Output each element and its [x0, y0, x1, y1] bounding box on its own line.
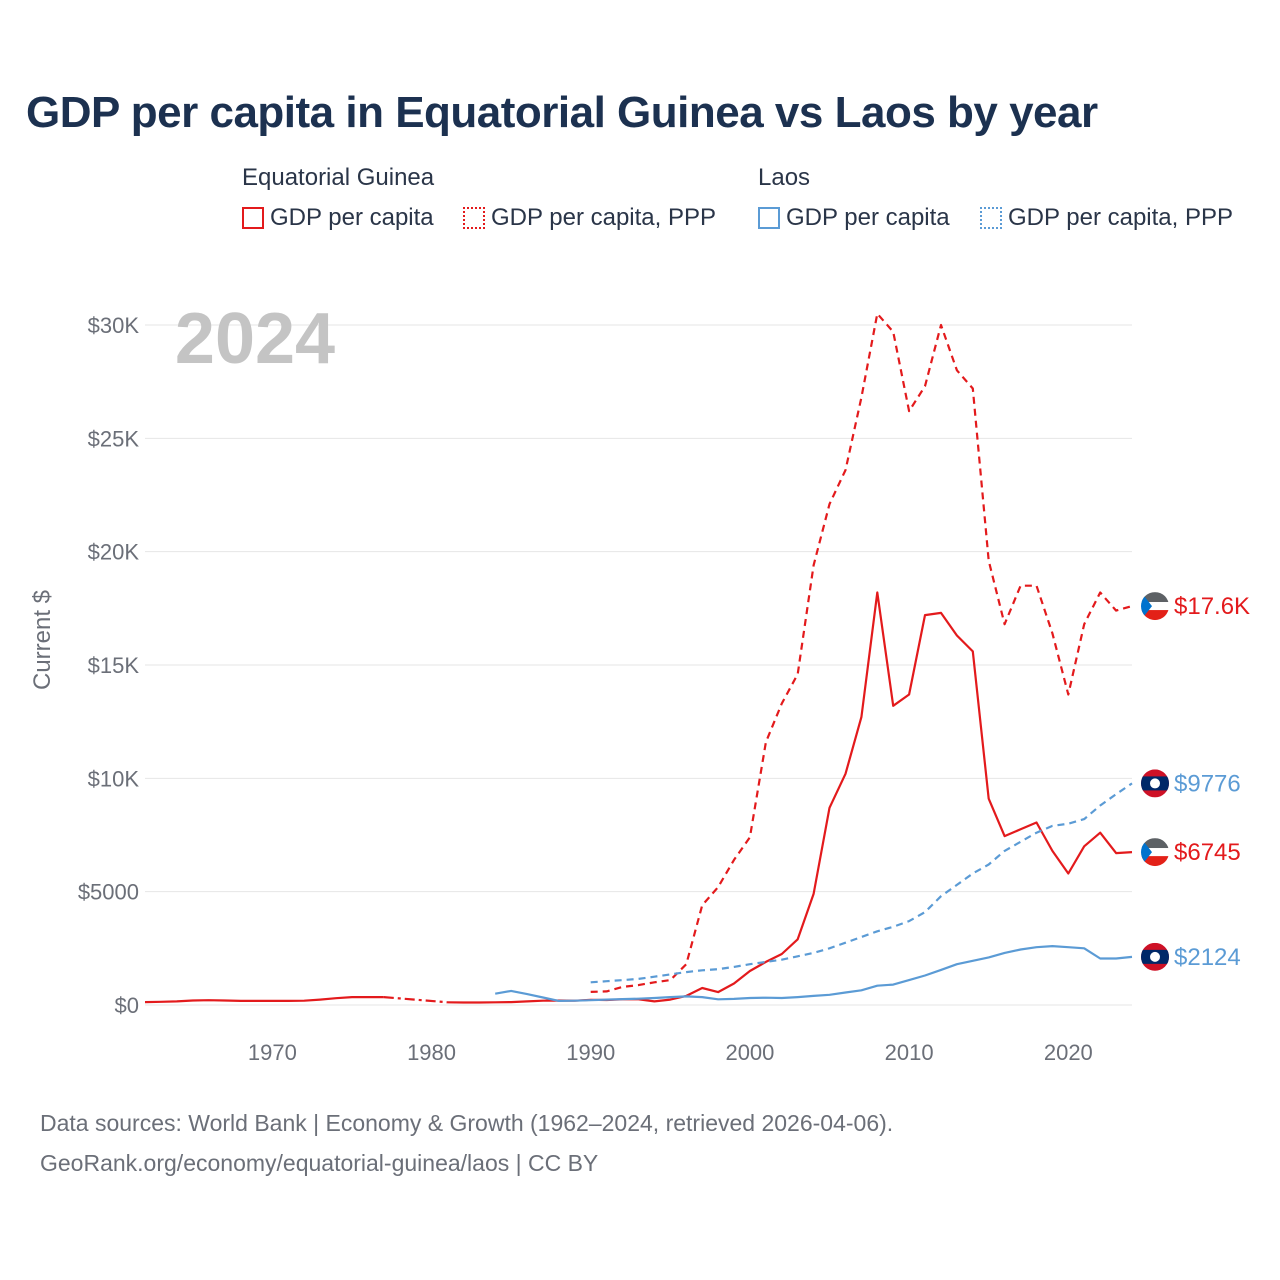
x-tick-label: 1970 [248, 1040, 297, 1065]
y-tick-label: $0 [115, 993, 139, 1018]
footer-url[interactable]: GeoRank.org/economy/equatorial-guinea/la… [40, 1150, 599, 1176]
legend-swatch-dotted-red [463, 207, 485, 229]
legend-group-equatorial-guinea: Equatorial Guinea [242, 164, 435, 191]
equatorial-guinea-flag-icon [1141, 838, 1169, 867]
end-labels: $17.6K $9776 $6745 $2124 [1141, 592, 1250, 971]
x-tick-label: 1990 [566, 1040, 615, 1065]
x-tick-label: 2020 [1044, 1040, 1093, 1065]
y-tick-label: $25K [88, 426, 140, 451]
chart-title: GDP per capita in Equatorial Guinea vs L… [26, 88, 1098, 137]
end-value-label: $2124 [1174, 944, 1241, 971]
series-line [590, 312, 1133, 993]
legend-swatch-solid-blue [758, 207, 780, 229]
legend-label: GDP per capita [270, 204, 434, 231]
footer-sources: Data sources: World Bank | Economy & Gro… [40, 1110, 894, 1136]
line-chart: $0 $5000 $10K $15K $20K $25K $30K 1970 1980 1990 2… [29, 299, 1250, 1065]
end-value-label: $6745 [1174, 839, 1241, 866]
legend-item-eg-gdp[interactable]: GDP per capita [242, 204, 434, 232]
y-axis-label: Current $ [29, 590, 56, 690]
series-line [590, 782, 1133, 984]
x-tick-label: 2010 [885, 1040, 934, 1065]
legend-label: GDP per capita [786, 204, 950, 231]
y-tick-label: $5000 [78, 880, 139, 905]
series-line [383, 996, 448, 1004]
legend-item-eg-gdp-ppp[interactable]: GDP per capita, PPP [463, 204, 716, 232]
legend-group-laos: Laos [758, 164, 811, 191]
y-tick-label: $10K [88, 766, 140, 791]
legend-item-laos-gdp-ppp[interactable]: GDP per capita, PPP [980, 204, 1233, 232]
x-tick-label: 2000 [725, 1040, 774, 1065]
end-value-label: $17.6K [1174, 593, 1250, 620]
y-tick-label: $15K [88, 653, 140, 678]
series-line [495, 945, 1133, 1002]
laos-flag-icon [1141, 769, 1169, 798]
x-tick-label: 1980 [407, 1040, 456, 1065]
legend-label: GDP per capita, PPP [491, 204, 716, 231]
y-tick-label: $20K [88, 540, 140, 565]
legend-item-laos-gdp[interactable]: GDP per capita [758, 204, 950, 232]
y-tick-label: $30K [88, 313, 140, 338]
series [144, 312, 1133, 1004]
legend-label: GDP per capita, PPP [1008, 204, 1233, 231]
equatorial-guinea-flag-icon [1141, 592, 1169, 621]
legend-swatch-solid-red [242, 207, 264, 229]
end-value-label: $9776 [1174, 770, 1241, 797]
year-watermark: 2024 [175, 299, 335, 379]
axes: $0 $5000 $10K $15K $20K $25K $30K 1970 1980 1990 2… [78, 313, 1093, 1065]
laos-flag-icon [1141, 942, 1169, 971]
grid-lines [145, 324, 1132, 1006]
legend-swatch-dotted-blue [980, 207, 1002, 229]
series-line [144, 591, 1133, 1004]
